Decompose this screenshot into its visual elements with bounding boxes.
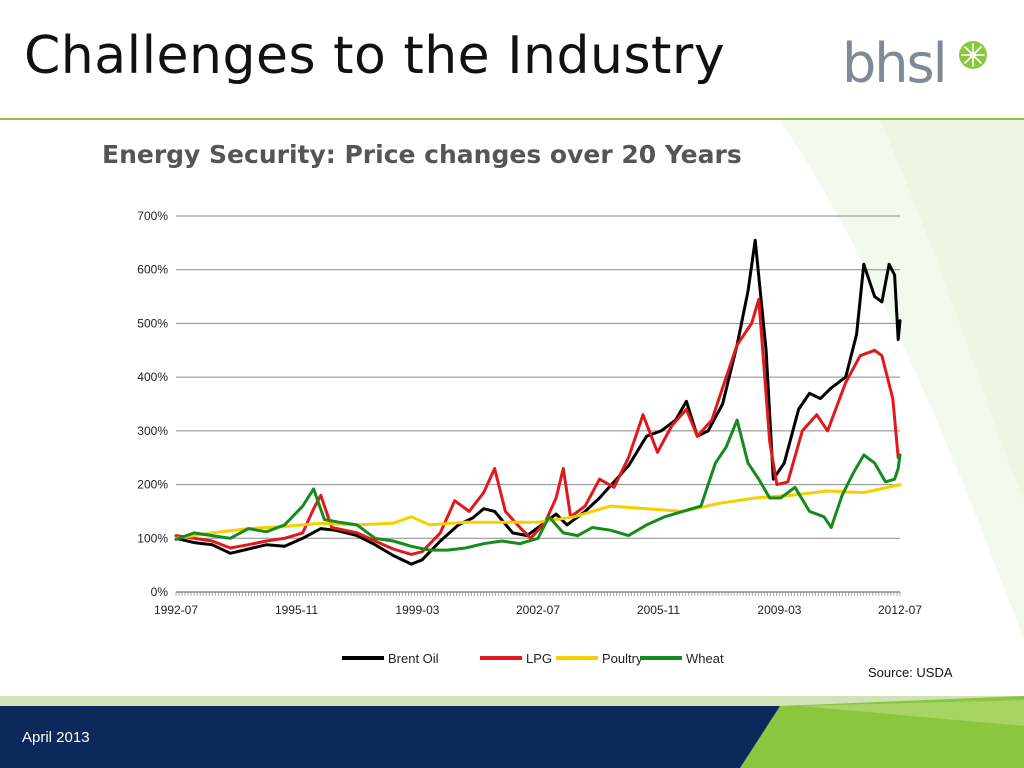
footer-band [0,696,1024,768]
x-tick-label: 1992-07 [154,603,198,617]
chart-title: Energy Security: Price changes over 20 Y… [102,140,742,169]
x-tick-label: 2002-07 [516,603,560,617]
y-tick-label: 100% [137,531,168,545]
y-tick-label: 400% [137,370,168,384]
x-tick-label: 2005-11 [637,603,680,617]
slide-title: Challenges to the Industry [24,26,726,86]
legend-label: LPG [526,651,552,666]
y-tick-label: 600% [137,263,168,277]
x-tick-label: 2009-03 [757,603,801,617]
x-tick-label: 1999-03 [395,603,439,617]
starburst-icon [959,41,987,69]
background-swoosh [780,120,1024,640]
x-tick-label: 2012-07 [878,603,922,617]
series-line-wheat [174,418,902,552]
y-tick-label: 0% [151,585,169,599]
x-tick-label: 1995-11 [275,603,318,617]
legend-label: Poultry [602,651,643,666]
y-tick-label: 200% [137,478,168,492]
header-rule [0,118,1024,120]
series-line-lpg [174,297,902,556]
legend-label: Brent Oil [388,651,439,666]
series-line-brent-oil [174,238,902,566]
bhsl-logo: bhsl [842,34,992,98]
logo-text: bhsl [842,32,948,95]
y-tick-label: 700% [137,209,168,223]
legend-label: Wheat [686,651,724,666]
source-note: Source: USDA [868,665,953,680]
y-tick-label: 300% [137,424,168,438]
y-tick-label: 500% [137,316,168,330]
footer-date: April 2013 [22,729,90,746]
line-chart: 0% 100% 200% 300% 400% 500% 600% 700% 1992-07 199… [137,209,922,666]
